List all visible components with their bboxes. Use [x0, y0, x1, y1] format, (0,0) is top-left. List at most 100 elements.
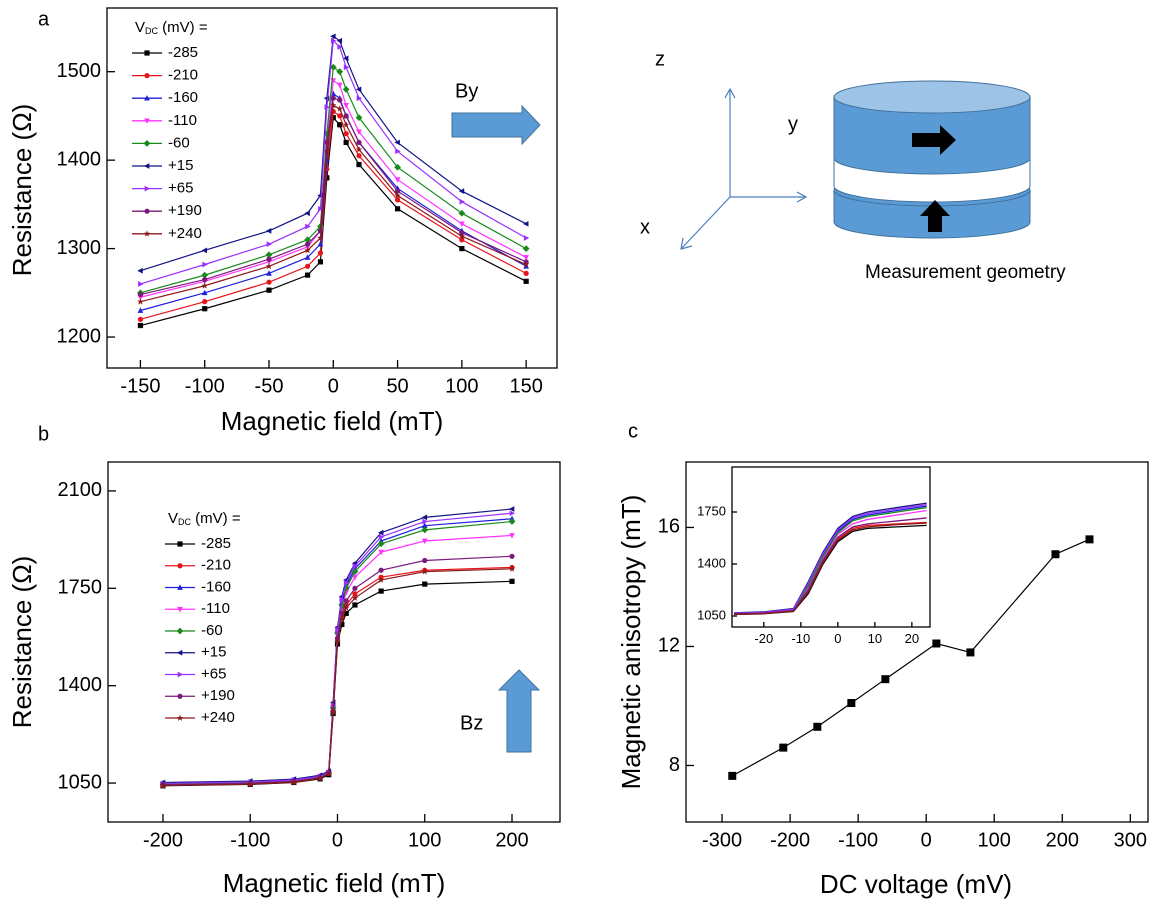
- axis-name: z: [655, 48, 665, 70]
- marker: [201, 289, 208, 296]
- marker: [265, 262, 273, 270]
- legend-marker: [177, 563, 183, 569]
- marker: [138, 281, 144, 287]
- legend-title-subscript: DC: [145, 26, 158, 36]
- legend-title: VDC (mV) =: [135, 19, 208, 36]
- legend-marker: [144, 118, 150, 124]
- legend-marker: [144, 208, 150, 214]
- x-tick-label: 10: [868, 631, 882, 646]
- legend-label: -60: [168, 134, 190, 151]
- marker: [522, 245, 530, 252]
- x-tick-label: 0: [921, 829, 932, 851]
- marker: [329, 708, 337, 715]
- panel-label: c: [628, 420, 638, 442]
- marker: [336, 82, 343, 89]
- y-tick-label: 1050: [58, 771, 103, 793]
- marker: [337, 113, 343, 119]
- legend-label: +190: [201, 687, 235, 704]
- marker: [394, 197, 401, 203]
- legend-label: +15: [201, 644, 226, 661]
- chart: -200 -100 0 100 200 1050 1400 1750 2100 Magnetic …: [7, 423, 561, 898]
- x-tick-label: 0: [328, 375, 339, 397]
- marker: [509, 578, 515, 584]
- marker: [266, 287, 272, 293]
- legend-title: VDC (mV) =: [168, 510, 241, 527]
- marker: [317, 250, 324, 256]
- legend-marker: [177, 584, 183, 590]
- legend-label: -210: [168, 67, 198, 84]
- geometry-diagram: z y x Measurement geometry: [640, 48, 1066, 283]
- marker: [847, 698, 856, 707]
- magnetization-arrow: [920, 200, 950, 232]
- marker: [324, 104, 330, 110]
- x-tick-label: 100: [408, 829, 441, 851]
- legend-label: +240: [201, 709, 235, 726]
- x-tick-label: 150: [509, 375, 542, 397]
- marker: [325, 770, 333, 777]
- marker: [966, 648, 975, 657]
- y-tick-label: 16: [658, 516, 680, 538]
- legend-marker: [144, 185, 151, 192]
- plot-frame: [106, 7, 558, 369]
- marker: [523, 270, 529, 276]
- legend-label: -110: [201, 600, 230, 617]
- caption: Measurement geometry: [865, 262, 1066, 283]
- y-tick-label: 1500: [57, 60, 102, 82]
- marker: [932, 639, 941, 648]
- marker: [330, 101, 337, 109]
- marker: [459, 245, 465, 252]
- marker: [317, 241, 324, 247]
- marker: [266, 241, 273, 248]
- plot-frame: [731, 466, 931, 628]
- marker: [343, 131, 349, 137]
- marker: [323, 147, 331, 155]
- x-tick-label: -150: [120, 375, 160, 397]
- marker: [422, 581, 428, 587]
- legend-label: -285: [168, 44, 198, 61]
- marker: [159, 782, 167, 789]
- marker: [394, 177, 401, 183]
- marker: [202, 306, 208, 312]
- marker: [202, 261, 208, 268]
- marker: [421, 526, 429, 534]
- marker: [422, 557, 428, 564]
- marker: [201, 271, 209, 279]
- marker: [1051, 550, 1060, 559]
- marker: [458, 232, 466, 240]
- marker: [522, 261, 530, 268]
- legend-label: -285: [201, 535, 231, 552]
- marker: [421, 538, 428, 545]
- marker: [352, 585, 358, 591]
- legend-marker: [144, 50, 150, 56]
- plot-frame: [107, 461, 561, 823]
- marker: [201, 282, 208, 289]
- bz-arrow: [497, 669, 541, 753]
- legend-label: +15: [168, 157, 193, 174]
- y-tick-label: 1750: [58, 577, 103, 599]
- x-tick-label: -100: [838, 829, 878, 851]
- marker: [304, 263, 311, 269]
- legend-marker: [176, 627, 184, 635]
- marker: [813, 722, 822, 731]
- marker: [728, 771, 737, 780]
- marker: [343, 102, 350, 109]
- marker: [265, 228, 272, 234]
- legend-title-subscript: DC: [178, 517, 191, 527]
- legend-label: -110: [168, 112, 197, 129]
- x-tick-label: 0: [834, 631, 841, 646]
- marker: [377, 529, 384, 536]
- x-tick-label: 300: [1114, 829, 1147, 851]
- marker: [290, 778, 298, 786]
- x-tick-label: -200: [770, 829, 810, 851]
- magnetization-arrow: [912, 125, 956, 155]
- marker: [378, 549, 384, 556]
- marker: [304, 254, 311, 260]
- arrow-head: [680, 237, 693, 250]
- marker: [395, 148, 401, 155]
- x-axis-title: DC voltage (mV): [820, 869, 1012, 899]
- marker: [336, 68, 344, 76]
- x-tick-label: 0: [332, 829, 343, 851]
- legend-marker: [143, 140, 151, 147]
- marker: [458, 221, 465, 227]
